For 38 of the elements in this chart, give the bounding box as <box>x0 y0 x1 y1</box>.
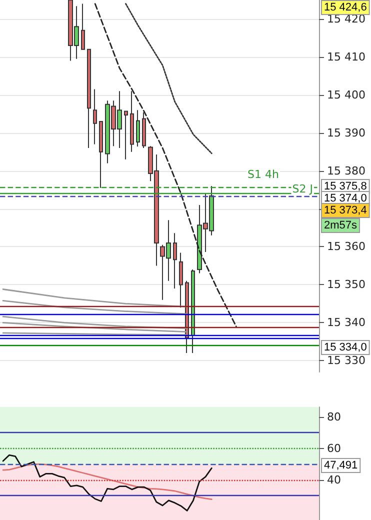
line-series <box>94 3 237 328</box>
text: 15 375,8 <box>324 180 367 192</box>
text: 15 373,4 <box>324 204 367 216</box>
text: 15 334,0 <box>324 342 367 354</box>
y-tick-label: 60 <box>327 442 341 455</box>
candlestick <box>191 269 195 354</box>
candlestick <box>87 48 91 149</box>
text: 2m57s <box>324 220 358 232</box>
text: 15 374,0 <box>324 192 367 204</box>
line-series <box>2 300 188 315</box>
line-series <box>125 3 212 154</box>
candlestick <box>93 88 97 145</box>
ref-line-label: S2 J <box>292 182 313 196</box>
candlestick <box>173 232 177 289</box>
y-tick-label: 15 340 <box>327 316 366 330</box>
candlestick <box>81 3 85 50</box>
candlestick <box>99 120 103 188</box>
text: 47,491 <box>324 460 358 472</box>
line-series <box>2 316 188 330</box>
candlestick <box>130 90 134 152</box>
line-series <box>2 288 188 308</box>
candlestick <box>179 252 183 308</box>
candlestick <box>136 110 140 148</box>
y-tick-label: 15 390 <box>327 126 366 140</box>
candlestick <box>124 110 128 160</box>
line-series <box>2 454 212 512</box>
candlestick <box>142 112 146 149</box>
line-series <box>2 464 212 500</box>
y-tick-label: 15 400 <box>327 88 366 102</box>
y-tick-label: 15 380 <box>327 164 366 178</box>
text: 15 424,6 <box>324 2 367 14</box>
ref-line-label: S1 4h <box>248 168 280 181</box>
y-tick-label: 40 <box>327 473 341 486</box>
y-tick-label: 15 410 <box>327 50 366 64</box>
y-tick-label: 15 360 <box>327 240 366 254</box>
y-tick-label: 15 330 <box>327 354 366 368</box>
y-tick-label: 80 <box>327 410 341 424</box>
y-tick-label: 15 350 <box>327 278 366 292</box>
